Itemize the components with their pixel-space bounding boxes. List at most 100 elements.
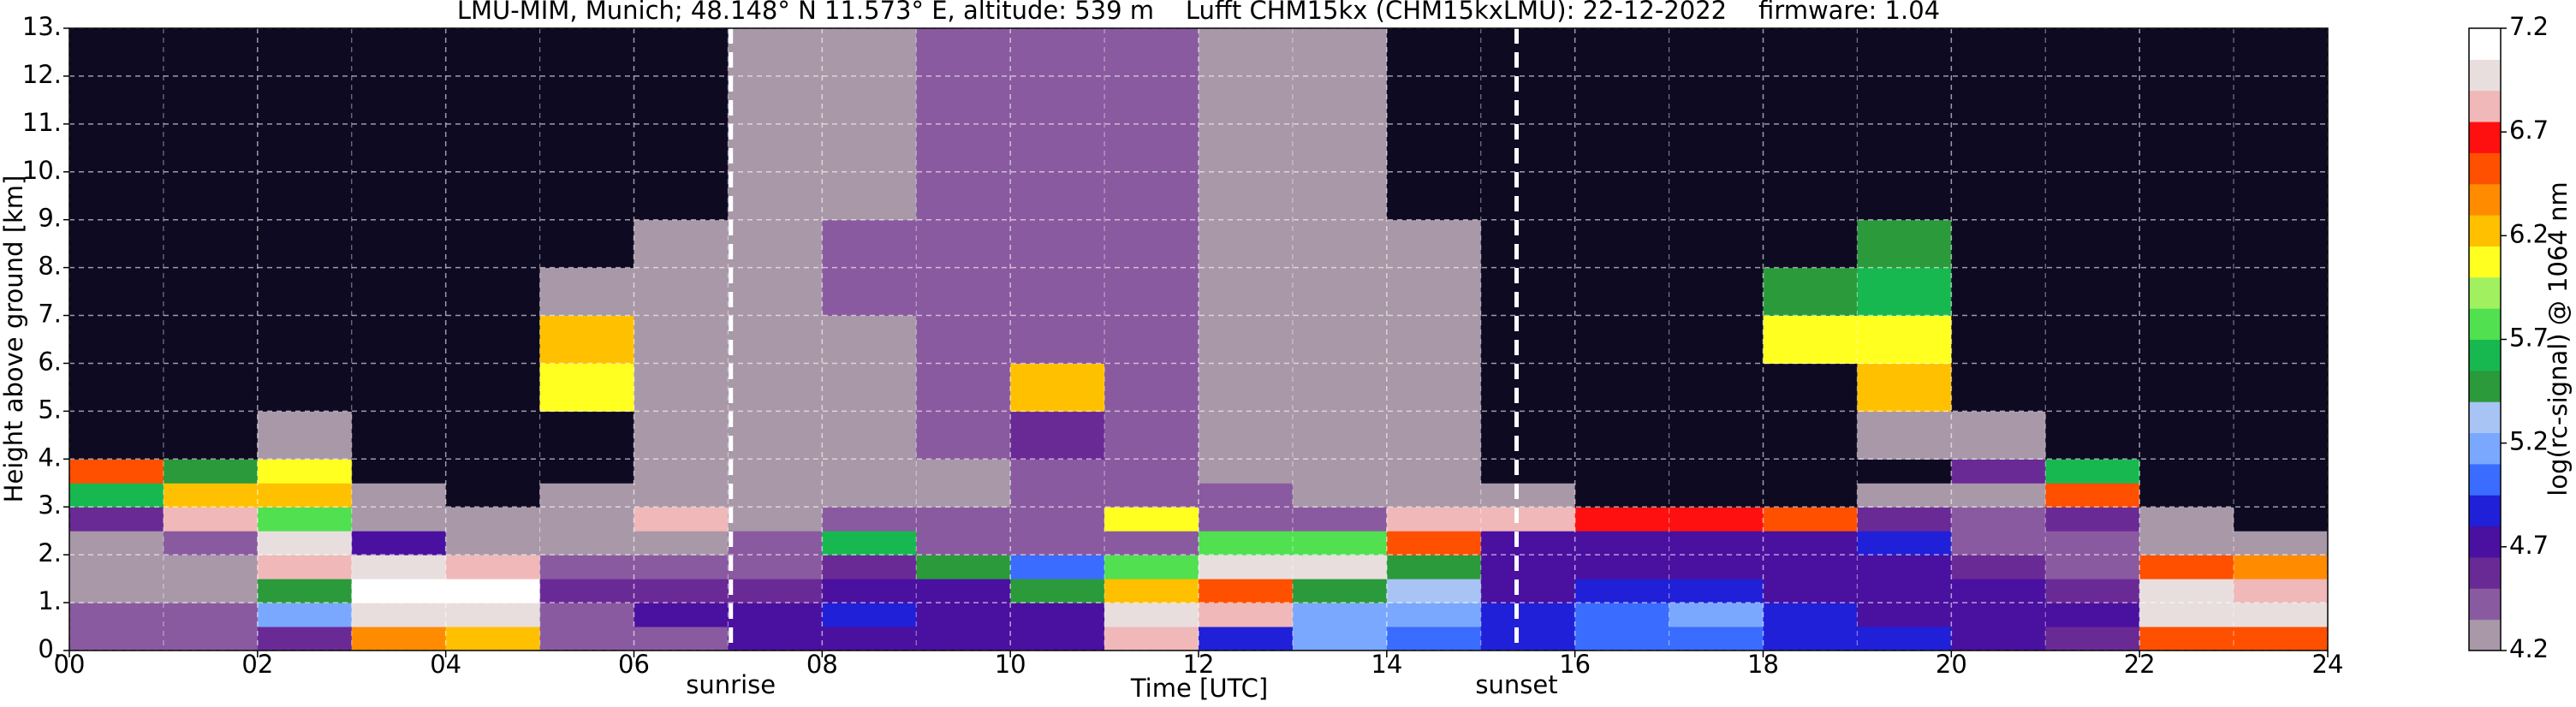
heatmap-cell [2139,555,2234,579]
heatmap-cell [822,411,917,460]
heatmap-cell [822,531,917,556]
heatmap-cell [2045,483,2140,508]
heatmap-cell [1857,507,1952,532]
heatmap-cell [634,411,729,460]
heatmap-cell [822,459,917,484]
x-tick-label: 10 [995,650,1026,679]
heatmap-cell [1292,267,1388,317]
heatmap-cell [351,579,447,603]
heatmap-cell [634,531,729,556]
heatmap-cell [2139,531,2234,556]
heatmap-cell [634,483,729,508]
heatmap-cell [1292,555,1388,579]
heatmap-cell [1199,411,1294,460]
heatmap-cell [2139,627,2234,651]
heatmap-cell [539,531,634,556]
heatmap-cell [1574,315,1670,364]
heatmap-cell [1574,531,1670,556]
heatmap-cell [539,267,634,317]
heatmap-cell [1199,483,1294,508]
heatmap-cell [2234,579,2329,603]
heatmap-cell [728,579,823,603]
heatmap-cell [163,579,259,603]
heatmap-cell [1104,555,1199,579]
heatmap-cell [1386,315,1482,364]
heatmap-cell [539,579,634,603]
heatmap-cell [1199,459,1294,484]
heatmap-cell [1951,411,2046,460]
heatmap-cell [1199,363,1294,412]
x-tick-label: 02 [241,650,273,679]
heatmap-cell [728,219,823,269]
heatmap-cell [916,507,1011,532]
heatmap-cell [1951,579,2046,603]
heatmap-cell [163,363,259,412]
heatmap-cell [1763,363,1858,412]
colorbar-tick-label: 7.2 [2509,12,2549,41]
heatmap-cell [445,483,541,508]
heatmap-cell [2045,603,2140,627]
heatmap-cell [822,603,917,627]
heatmap-cell [69,507,164,532]
heatmap-cell [163,267,259,317]
heatmap-cell [69,219,164,269]
heatmap-cell [2234,267,2329,317]
heatmap-cell [1480,555,1576,579]
heatmap-cell [916,603,1011,627]
heatmap-cell [539,459,634,484]
y-tick-label: 5. [38,395,62,424]
colorbar-segment [2469,432,2501,465]
heatmap-cell [539,507,634,532]
heatmap-cell [163,627,259,651]
heatmap-cell [1951,267,2046,317]
heatmap-cell [163,603,259,627]
heatmap-cell [1763,579,1858,603]
heatmap-cell [2234,603,2329,627]
heatmap-cell [728,459,823,484]
heatmap-cell [69,267,164,317]
heatmap-cell [1010,483,1105,508]
heatmap-cell [257,555,353,579]
heatmap-cell [2045,531,2140,556]
heatmap-cell [1199,603,1294,627]
heatmap-cell [2139,363,2234,412]
colorbar-segment [2469,215,2501,247]
heatmap-cell [1574,483,1670,508]
heatmap-cell [1574,603,1670,627]
heatmap-cell [1292,627,1388,651]
colorbar-tick-label: 6.7 [2509,116,2549,145]
heatmap-cell [1104,579,1199,603]
heatmap-cell [1951,531,2046,556]
heatmap-cell [634,315,729,364]
heatmap-cell [445,507,541,532]
heatmap-cell [2045,363,2140,412]
heatmap-cell [1669,219,1764,269]
heatmap-cell [445,267,541,317]
heatmap-cell [822,219,917,269]
heatmap-cell [1010,363,1105,412]
heatmap-cell [1763,627,1858,651]
y-axis-label: Height above ground [km] [0,175,28,503]
heatmap-cell [1669,603,1764,627]
heatmap-cell [2045,315,2140,364]
heatmap-cell [1951,219,2046,269]
heatmap-cell [539,219,634,269]
heatmap-cell [1010,267,1105,317]
heatmap-cell [728,555,823,579]
heatmap-cell [1199,267,1294,317]
heatmap-cell [1574,627,1670,651]
colorbar-segment [2469,401,2501,434]
heatmap-cell [1480,579,1576,603]
heatmap-cell [1763,219,1858,269]
heatmap-cell [163,459,259,484]
heatmap-cell [69,627,164,651]
heatmap-cell [69,555,164,579]
x-tick-label: 14 [1371,650,1402,679]
heatmap-cell [1763,531,1858,556]
heatmap-cell [351,315,447,364]
heatmap-cell [539,411,634,460]
heatmap-cell [1199,219,1294,269]
heatmap-cell [916,459,1011,484]
heatmap-cell [1480,363,1576,412]
